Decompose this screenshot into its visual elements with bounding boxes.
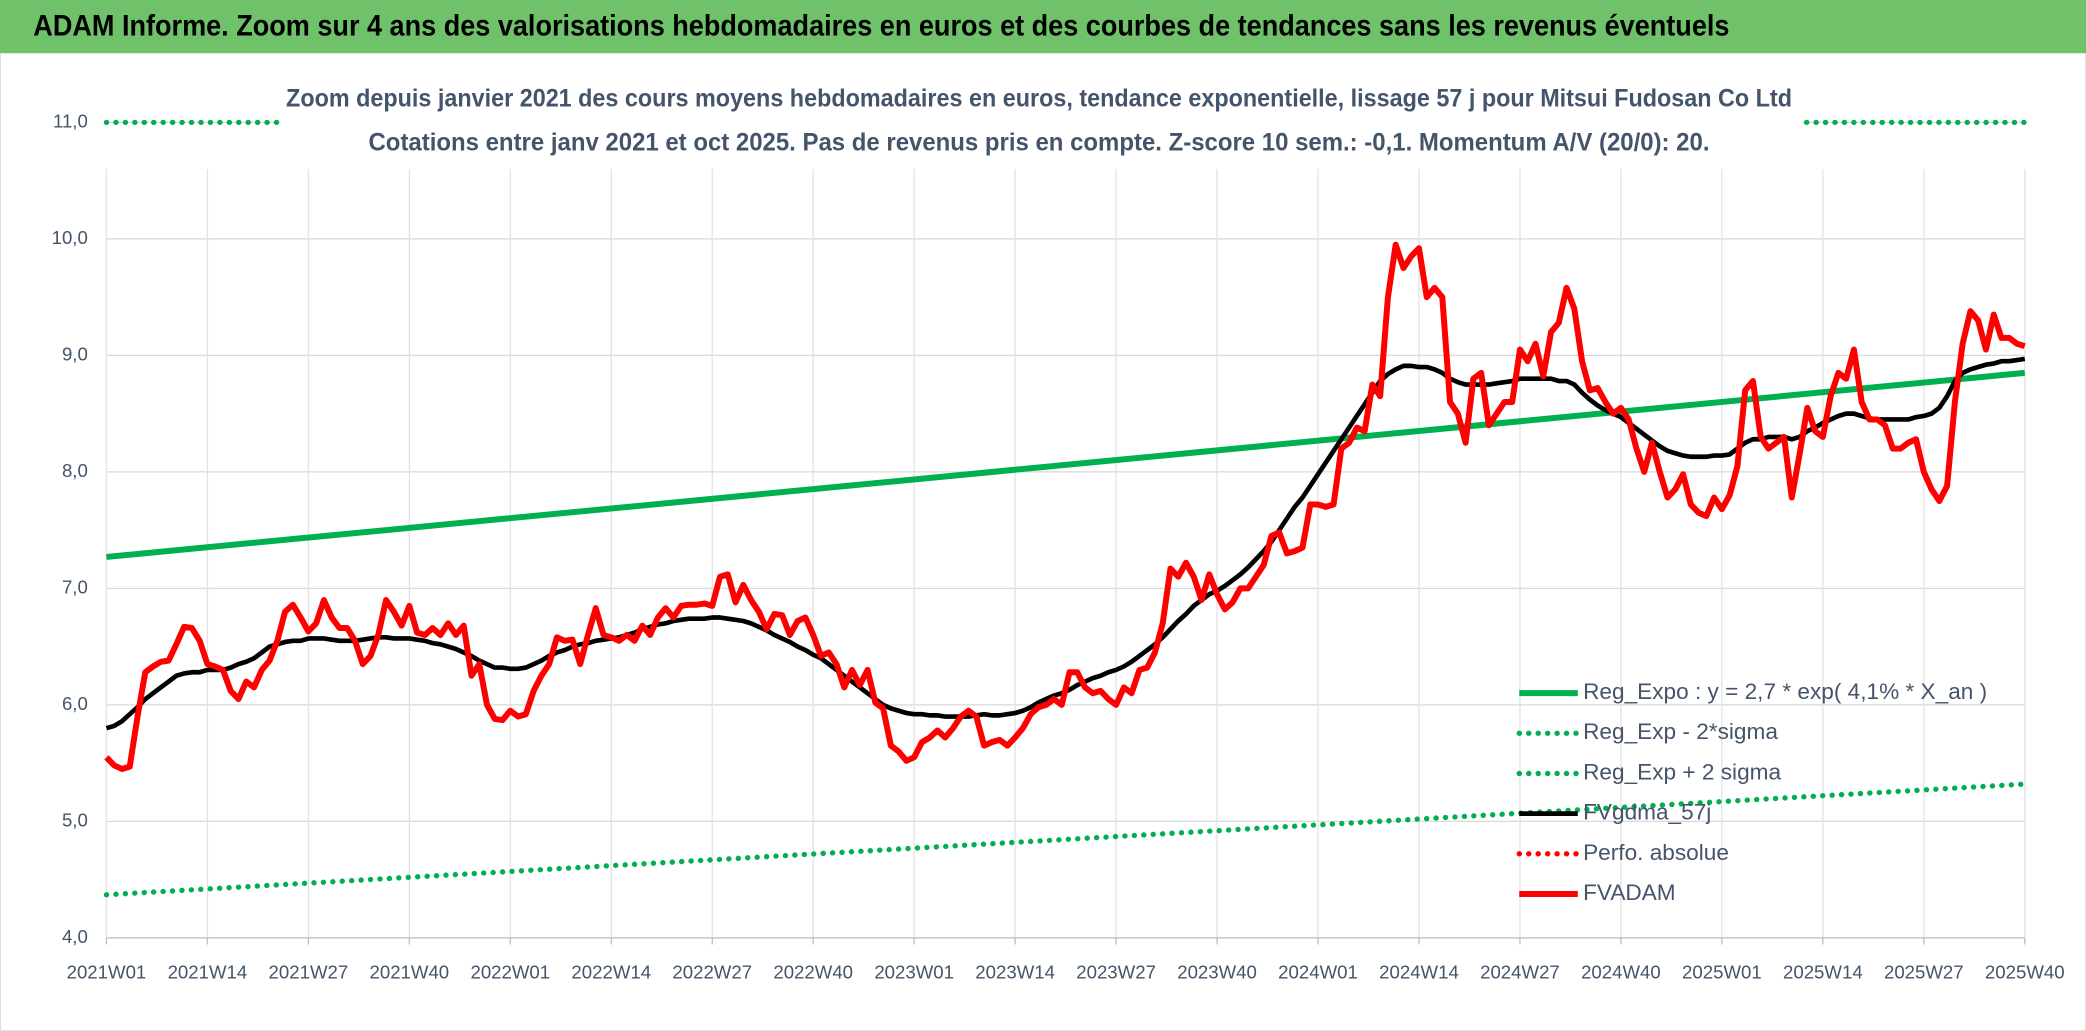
header-bar <box>0 0 2086 54</box>
y-tick-label: 6,0 <box>62 693 88 714</box>
x-tick-label: 2024W01 <box>1278 962 1358 983</box>
x-tick-label: 2021W40 <box>370 962 450 983</box>
x-tick-label: 2021W27 <box>269 962 349 983</box>
y-tick-label: 7,0 <box>62 576 88 597</box>
x-tick-label: 2024W27 <box>1480 962 1560 983</box>
y-tick-label: 10,0 <box>52 227 88 248</box>
x-tick-label: 2023W27 <box>1076 962 1156 983</box>
subtitle: Cotations entre janv 2021 et oct 2025. P… <box>369 128 1710 156</box>
x-tick-label: 2023W14 <box>975 962 1055 983</box>
series-line <box>104 241 2026 772</box>
y-tick-label: 4,0 <box>62 926 88 947</box>
x-tick-label: 2024W14 <box>1379 962 1459 983</box>
legend-label: FVADAM <box>1583 880 1676 905</box>
x-tick-label: 2021W01 <box>67 962 147 983</box>
x-tick-label: 2025W27 <box>1884 962 1964 983</box>
x-tick-label: 2023W40 <box>1177 962 1257 983</box>
x-tick-label: 2022W40 <box>773 962 853 983</box>
x-tick-label: 2022W14 <box>571 962 651 983</box>
x-tick-label: 2025W40 <box>1985 962 2065 983</box>
series-line <box>103 781 2028 898</box>
x-tick-label: 2021W14 <box>168 962 248 983</box>
series-line <box>106 369 2026 560</box>
subtitle: Zoom depuis janvier 2021 des cours moyen… <box>286 84 1792 112</box>
x-tick-label: 2025W01 <box>1682 962 1762 983</box>
x-tick-label: 2022W27 <box>672 962 752 983</box>
subtitle-background <box>279 77 1803 168</box>
x-tick-label: 2022W01 <box>470 962 550 983</box>
x-tick-label: 2023W01 <box>874 962 954 983</box>
legend: Reg_Expo : y = 2,7 * exp( 4,1% * X_an ) R… <box>1516 679 1987 905</box>
legend-label: Reg_Exp - 2*sigma <box>1583 719 1778 744</box>
legend-label: Perfo. absolue <box>1583 840 1729 865</box>
legend-label: FVgdma_57j <box>1583 800 1711 825</box>
y-tick-label: 8,0 <box>62 460 88 481</box>
y-tick-label: 5,0 <box>62 809 88 830</box>
legend-label: Reg_Exp + 2 sigma <box>1583 759 1781 784</box>
plot-area: 4,0 5,0 6,0 7,0 8,0 9,0 10,0 11,0 2021W01 2021W14… <box>52 110 2065 982</box>
x-tick-label: 2025W14 <box>1783 962 1863 983</box>
y-tick-label: 11,0 <box>53 110 88 131</box>
y-tick-label: 9,0 <box>62 343 88 364</box>
chart-title: ADAM Informe. Zoom sur 4 ans des valoris… <box>33 11 1729 43</box>
legend-label: Reg_Expo : y = 2,7 * exp( 4,1% * X_an ) <box>1583 679 1987 704</box>
x-tick-label: 2024W40 <box>1581 962 1661 983</box>
